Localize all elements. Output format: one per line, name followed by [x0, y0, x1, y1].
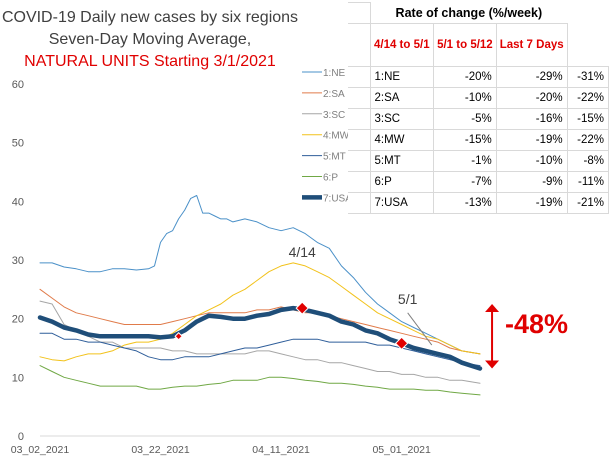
legend-slot — [348, 87, 371, 109]
table-row: 6:P -7% -9% -11% — [348, 171, 609, 193]
table-cell: -22% — [566, 87, 609, 109]
legend-slot — [348, 129, 371, 151]
legend-slot — [348, 150, 371, 172]
table-cell: -5% — [433, 108, 497, 130]
chart-title-line3: NATURAL UNITS Starting 3/1/2021 — [24, 53, 276, 70]
y-tick-label: 20 — [12, 314, 24, 326]
data-marker — [295, 301, 309, 315]
table-cell: -10% — [495, 150, 568, 172]
table-cell: -10% — [433, 87, 497, 109]
table-cell: -31% — [566, 66, 609, 88]
x-tick-label: 04_11_2021 — [252, 444, 310, 456]
table-row-label: 2:SA — [369, 87, 435, 109]
table-cell: -21% — [566, 192, 609, 214]
rate-table: Rate of change (%/week) 4/14 to 5/1 5/1 … — [348, 2, 609, 214]
table-cell: -8% — [566, 150, 609, 172]
table-title: Rate of change (%/week) — [369, 2, 568, 24]
legend-slot — [348, 192, 371, 214]
annotation-label: 4/14 — [289, 244, 316, 260]
legend-slot — [348, 108, 371, 130]
table-row: 7:USA -13% -19% -21% — [348, 192, 609, 214]
x-tick-label: 05_01_2021 — [372, 444, 431, 456]
table-header: 4/14 to 5/1 — [369, 23, 435, 67]
y-tick-label: 0 — [18, 431, 24, 443]
table-cell: -19% — [495, 192, 568, 214]
table-row-label: 3:SC — [369, 108, 435, 130]
table-cell: -9% — [495, 171, 568, 193]
x-tick-label: 03_22_2021 — [131, 444, 190, 456]
chart-title-line2: Seven-Day Moving Average, — [48, 31, 252, 48]
table-body: 1:NE -20% -29% -31% 2:SA -10% -20% -22% 3:SC -5% -… — [348, 66, 609, 214]
table-cell: -7% — [433, 171, 497, 193]
table-row-label: 6:P — [369, 171, 435, 193]
annotation-leader-line — [407, 312, 433, 346]
table-cell: -11% — [566, 171, 609, 193]
legend-slot — [348, 171, 371, 193]
series-line-1ne — [39, 195, 481, 355]
table-row: 3:SC -5% -16% -15% — [348, 108, 609, 130]
table-row: 1:NE -20% -29% -31% — [348, 66, 609, 88]
table-header: 5/1 to 5/12 — [433, 23, 497, 67]
table-row-label: 1:NE — [369, 66, 435, 88]
table-row: 2:SA -10% -20% -22% — [348, 87, 609, 109]
table-cell: -19% — [495, 129, 568, 151]
data-marker — [394, 336, 409, 351]
data-marker — [174, 332, 183, 341]
table-cell: -13% — [433, 192, 497, 214]
table-row-label: 7:USA — [369, 192, 435, 214]
x-tick-label: 03_02_2021 — [11, 444, 70, 456]
table-row-label: 5:MT — [369, 150, 435, 172]
annotation-label: 5/1 — [398, 291, 418, 307]
series-line-2sa — [39, 288, 481, 355]
y-tick-label: 50 — [12, 138, 24, 150]
y-tick-label: 60 — [12, 79, 24, 91]
legend-label: 2:SA — [323, 89, 345, 100]
change-arrow-head-bottom — [485, 360, 500, 369]
series-line-7usa — [37, 305, 483, 371]
table-row: 5:MT -1% -10% -8% — [348, 150, 609, 172]
table-header: Last 7 Days — [495, 23, 568, 67]
table-corner-2 — [348, 23, 371, 67]
change-arrow-head-top — [485, 304, 500, 312]
legend-label: 7:USA — [323, 193, 352, 204]
table-cell: -15% — [433, 129, 497, 151]
table-cell: -29% — [495, 66, 568, 88]
legend-label: 3:SC — [323, 110, 345, 121]
series-line-4mw — [39, 262, 481, 362]
y-tick-label: 10 — [12, 372, 24, 384]
table-cell: -20% — [433, 66, 497, 88]
table-cell: -16% — [495, 108, 568, 130]
table-row: 4:MW -15% -19% -22% — [348, 129, 609, 151]
chart-title-line1: COVID-19 Daily new cases by six regions — [1, 9, 299, 26]
legend-label: 4:MW — [323, 131, 350, 142]
series-line-3sc — [39, 300, 481, 384]
series-line-6p — [39, 365, 481, 396]
legend-label: 1:NE — [323, 68, 346, 79]
y-tick-label: 40 — [12, 196, 24, 208]
table-cell: -22% — [566, 129, 609, 151]
y-tick-label: 30 — [12, 255, 24, 267]
legend-label: 5:MT — [323, 152, 346, 163]
table-cell: -20% — [495, 87, 568, 109]
change-percent-label: -48% — [505, 309, 568, 339]
table-corner — [348, 2, 371, 24]
legend-label: 6:P — [323, 173, 338, 184]
table-row-label: 4:MW — [369, 129, 435, 151]
table-cell: -15% — [566, 108, 609, 130]
table-cell: -1% — [433, 150, 497, 172]
legend-slot — [348, 66, 371, 88]
